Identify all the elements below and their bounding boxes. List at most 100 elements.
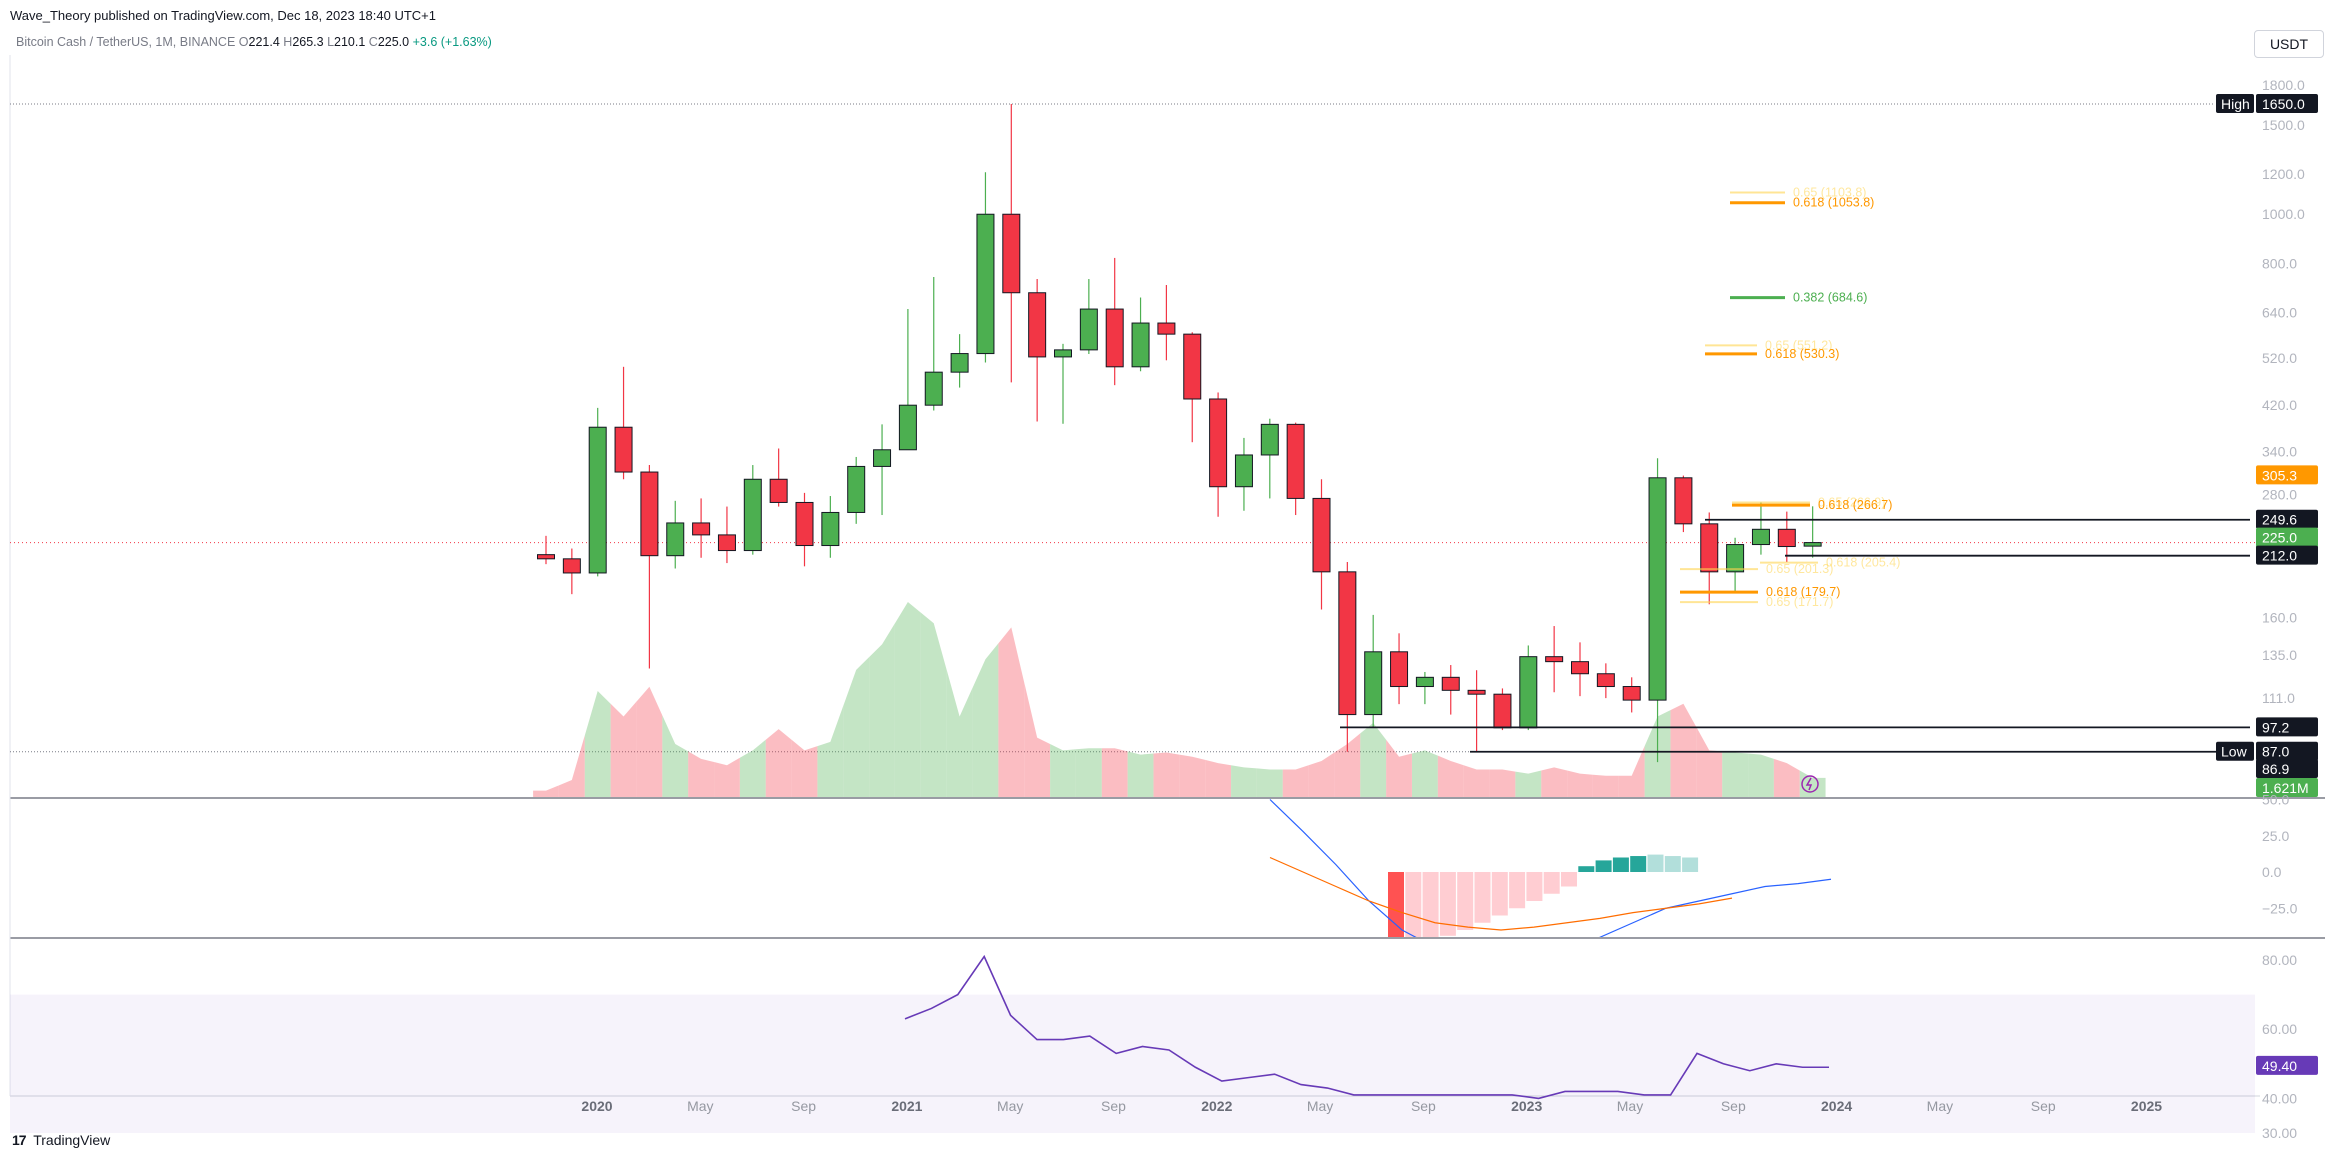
macd-histogram-bar <box>1664 856 1681 872</box>
rsi-axis-tick: 30.00 <box>2262 1125 2297 1141</box>
rsi-axis-tick: 80.00 <box>2262 952 2297 968</box>
volume-bar <box>1592 774 1619 797</box>
candle-body <box>1286 423 1305 499</box>
candle-body <box>898 404 917 451</box>
candle-body <box>640 471 659 557</box>
candle-body <box>692 522 711 536</box>
volume-bar <box>817 705 844 797</box>
candle-body <box>562 558 581 574</box>
candle-body <box>1545 656 1564 663</box>
volume-bar <box>1231 765 1257 797</box>
volume-bar <box>1799 770 1826 797</box>
macd-histogram-bar <box>1509 872 1526 909</box>
candle-body <box>873 449 892 467</box>
macd-histogram-bar <box>1422 872 1439 937</box>
macd-histogram-bar <box>1647 854 1664 872</box>
candle-body <box>847 465 866 513</box>
volume-bar <box>843 657 870 797</box>
time-axis-tick: Sep <box>1411 1098 1436 1114</box>
macd-histogram-bar <box>1526 872 1543 901</box>
time-axis-tick: May <box>997 1098 1023 1114</box>
candle-body <box>1079 308 1098 351</box>
ohlc-open: 221.4 <box>248 35 280 49</box>
price-tag-box <box>2256 465 2318 485</box>
price-tag-box <box>2256 759 2318 778</box>
volume-bar <box>1127 751 1154 797</box>
price-tag: 212.0 <box>2256 545 2318 565</box>
candle-body <box>1234 454 1253 488</box>
time-axis-tick: Sep <box>1721 1098 1746 1114</box>
volume-bar <box>739 739 766 797</box>
macd-histogram-bar <box>1457 872 1474 930</box>
candle-body <box>1803 542 1822 547</box>
candle-body <box>537 554 555 560</box>
candle-body <box>1209 398 1228 488</box>
volume-bar <box>1541 767 1568 797</box>
volume-bar <box>1075 748 1102 797</box>
volume-bar <box>1463 765 1490 797</box>
price-tag-value: 86.9 <box>2262 761 2289 777</box>
rsi-axis-tick: 40.00 <box>2262 1090 2297 1106</box>
ohlc-change: +3.6 (+1.63%) <box>412 35 492 49</box>
volume-bar <box>1386 739 1412 797</box>
volume-bar <box>1437 755 1464 797</box>
price-axis-tick: 640.0 <box>2262 304 2297 320</box>
price-tag: 225.0 <box>2256 527 2318 547</box>
volume-bar <box>1722 751 1748 797</box>
volume-bar <box>920 612 947 797</box>
macd-line <box>1269 799 1832 937</box>
volume-bar <box>1101 748 1128 797</box>
symbol-name: Bitcoin Cash / TetherUS, 1M, BINANCE <box>16 35 236 49</box>
price-axis-tick: 520.0 <box>2262 350 2297 366</box>
candle-body <box>769 478 788 503</box>
candle-body <box>950 353 969 373</box>
candle-body <box>795 501 814 547</box>
price-axis-tick: 160.0 <box>2262 610 2297 626</box>
time-axis-tick: 2023 <box>1511 1098 1542 1114</box>
tradingview-logo-icon: 17 <box>12 1132 27 1148</box>
tradingview-footer-logo[interactable]: 17 TradingView <box>12 1132 110 1148</box>
fib-level-label: 0.65 (266.9) <box>1818 495 1885 509</box>
candle-body <box>1648 477 1667 701</box>
candle-body <box>717 534 736 552</box>
price-tag-label: Low <box>2221 744 2248 760</box>
volume-bar <box>533 785 559 797</box>
candle-body <box>1571 661 1589 675</box>
ohlc-low: 210.1 <box>334 35 366 49</box>
price-axis-tick: 1000.0 <box>2262 206 2305 222</box>
currency-button[interactable]: USDT <box>2254 30 2324 58</box>
volume-bar <box>946 669 973 797</box>
candle-body <box>1054 349 1072 358</box>
volume-bar <box>714 757 740 797</box>
candle-body <box>1002 213 1021 294</box>
time-axis-tick: 2025 <box>2131 1098 2162 1114</box>
volume-bar <box>1282 765 1309 797</box>
candle-body <box>1105 308 1124 368</box>
candle-body <box>1312 497 1331 573</box>
macd-histogram-bar <box>1491 872 1508 916</box>
macd-axis-tick: 0.0 <box>2262 864 2282 880</box>
candle-body <box>1777 528 1796 548</box>
macd-histogram-bar <box>1595 860 1612 872</box>
price-tag-label: High <box>2221 96 2250 112</box>
price-tag-box <box>2256 509 2318 529</box>
macd-histogram-bar <box>1682 857 1699 872</box>
candle-body <box>1157 322 1176 335</box>
time-axis-tick: 2020 <box>581 1098 612 1114</box>
symbol-legend[interactable]: Bitcoin Cash / TetherUS, 1M, BINANCE O22… <box>16 35 492 49</box>
volume-bar <box>1179 754 1206 797</box>
time-axis-tick: Sep <box>2031 1098 2056 1114</box>
volume-bar <box>895 602 921 797</box>
macd-signal-line <box>1269 856 1733 931</box>
candle-body <box>588 426 607 574</box>
rsi-band <box>10 994 2255 1133</box>
macd-axis-tick: −25.0 <box>2262 900 2298 916</box>
lightning-icon-bolt <box>1805 777 1813 791</box>
price-tag-box <box>2256 545 2318 565</box>
time-axis-tick: 2021 <box>891 1098 922 1114</box>
fib-level-label: 0.618 (205.4) <box>1826 556 1900 570</box>
volume-bar <box>1670 703 1697 797</box>
volume-bar <box>1334 733 1361 797</box>
fib-level-label: 0.618 (530.3) <box>1765 347 1839 361</box>
